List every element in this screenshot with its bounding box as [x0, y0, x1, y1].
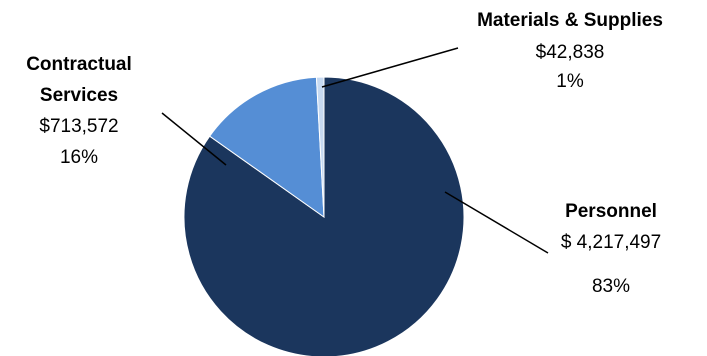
leader-lines: [161, 47, 549, 254]
label-contractual-percent: 16%: [60, 147, 98, 168]
label-personnel-percent: 83%: [592, 276, 630, 297]
label-materials-percent: 1%: [556, 71, 584, 92]
leader-line-contractual: [161, 112, 227, 166]
label-personnel-name: Personnel: [565, 201, 657, 222]
pie-slices: [183, 76, 465, 356]
leader-line-materials: [321, 47, 459, 88]
label-materials-supplies: Materials & Supplies $42,838 1%: [477, 10, 663, 92]
label-contractual-name-line1: Contractual: [26, 54, 132, 75]
label-personnel-value: $ 4,217,497: [561, 232, 661, 253]
label-contractual-services: Contractual Services $713,572 16%: [26, 54, 132, 168]
pie-slice-materials-supplies: [315, 76, 325, 218]
label-materials-name: Materials & Supplies: [477, 10, 663, 31]
label-personnel: Personnel $ 4,217,497 83%: [561, 201, 661, 297]
label-contractual-name-line2: Services: [40, 85, 118, 106]
pie-slice-contractual-services: [208, 76, 325, 219]
leader-line-personnel: [444, 191, 549, 254]
pie-slice-personnel: [183, 76, 465, 356]
label-materials-value: $42,838: [536, 42, 605, 63]
label-contractual-value: $713,572: [39, 116, 118, 137]
